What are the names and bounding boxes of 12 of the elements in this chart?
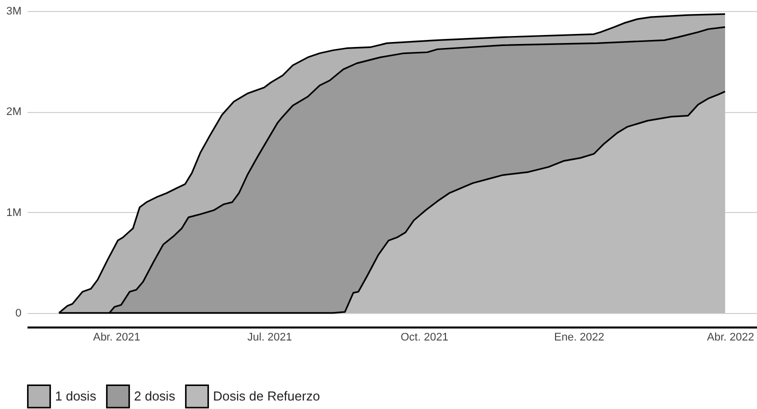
x-tick-label: Jul. 2021: [247, 332, 292, 344]
x-tick-label: Ene. 2022: [554, 332, 604, 344]
x-tick-label: Abr. 2021: [93, 332, 140, 344]
y-tick-label: 2M: [6, 106, 22, 118]
x-tick-label: Abr. 2022: [707, 332, 754, 344]
legend-label: 1 dosis: [55, 388, 97, 404]
legend-label: 2 dosis: [134, 388, 176, 404]
y-tick-label: 3M: [6, 6, 22, 18]
y-tick-label: 0: [15, 307, 22, 320]
legend-label: Dosis de Refuerzo: [213, 388, 320, 404]
y-tick-label: 1M: [6, 206, 22, 219]
x-tick-label: Oct. 2021: [400, 332, 448, 344]
